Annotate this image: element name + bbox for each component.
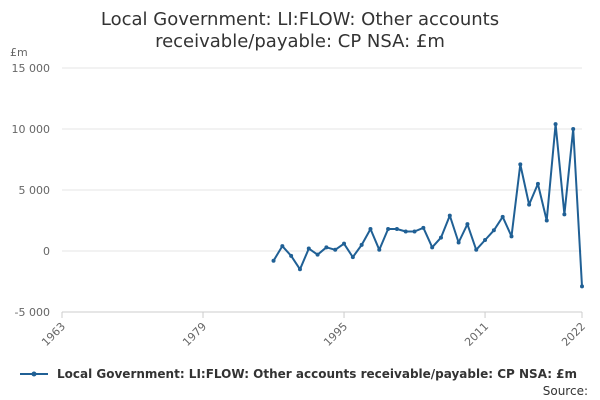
data-point [535,181,540,186]
data-point [580,284,584,289]
data-point [465,222,470,227]
legend: Local Government: LI:FLOW: Other account… [20,367,577,381]
data-point [544,218,549,223]
legend-label: Local Government: LI:FLOW: Other account… [57,367,577,381]
chart-title-line-1: Local Government: LI:FLOW: Other account… [101,9,499,30]
data-point [306,246,311,251]
data-point [421,225,426,230]
y-tick-label: 10 000 [12,123,51,136]
data-point [412,229,417,234]
data-point [386,227,391,232]
data-point [271,258,276,263]
legend-dot-marker [31,371,37,377]
y-axis-ticks: -5 000 0 5 000 10 000 15 000 [12,62,51,319]
y-axis-unit-label: £m [10,46,28,59]
y-tick-label: 0 [43,245,50,258]
data-point [289,253,294,258]
data-point [438,235,443,240]
x-tick-label: 1963 [39,320,68,349]
chart-title-line-2: receivable/payable: CP NSA: £m [155,31,445,52]
data-point [403,229,408,234]
y-tick-label: 5 000 [19,184,51,197]
data-point [342,241,347,246]
data-point [377,247,382,252]
data-point [280,244,285,249]
x-tick-label: 2022 [559,320,588,349]
data-point [509,234,514,239]
series-layer [271,122,584,289]
y-tick-label: 15 000 [12,62,51,75]
y-tick-label: -5 000 [15,306,50,319]
data-point [324,245,329,250]
data-point [394,227,399,232]
data-point [368,227,373,232]
data-point [430,245,435,250]
chart-title: Local Government: LI:FLOW: Other account… [101,9,499,52]
data-point [500,214,505,219]
data-point [571,127,576,131]
data-point [518,162,523,167]
data-point [474,247,479,252]
x-tick-label: 2011 [462,320,491,349]
data-point [527,202,532,207]
data-point [315,252,320,257]
grid-lines [62,67,582,252]
x-tick-label: 1979 [180,320,209,349]
data-point [297,267,302,272]
data-point [491,228,496,233]
data-point [562,212,567,217]
series-line [272,123,583,287]
source-label: Source: [543,384,588,398]
data-point [483,238,488,243]
data-point [456,240,461,245]
x-tick-label: 1995 [321,320,350,349]
data-point [333,247,338,252]
data-point [359,242,364,247]
data-point [553,122,558,127]
data-point [447,213,452,218]
data-point [350,255,355,260]
x-axis-ticks: 1963 1979 1995 2011 2022 [39,312,588,349]
